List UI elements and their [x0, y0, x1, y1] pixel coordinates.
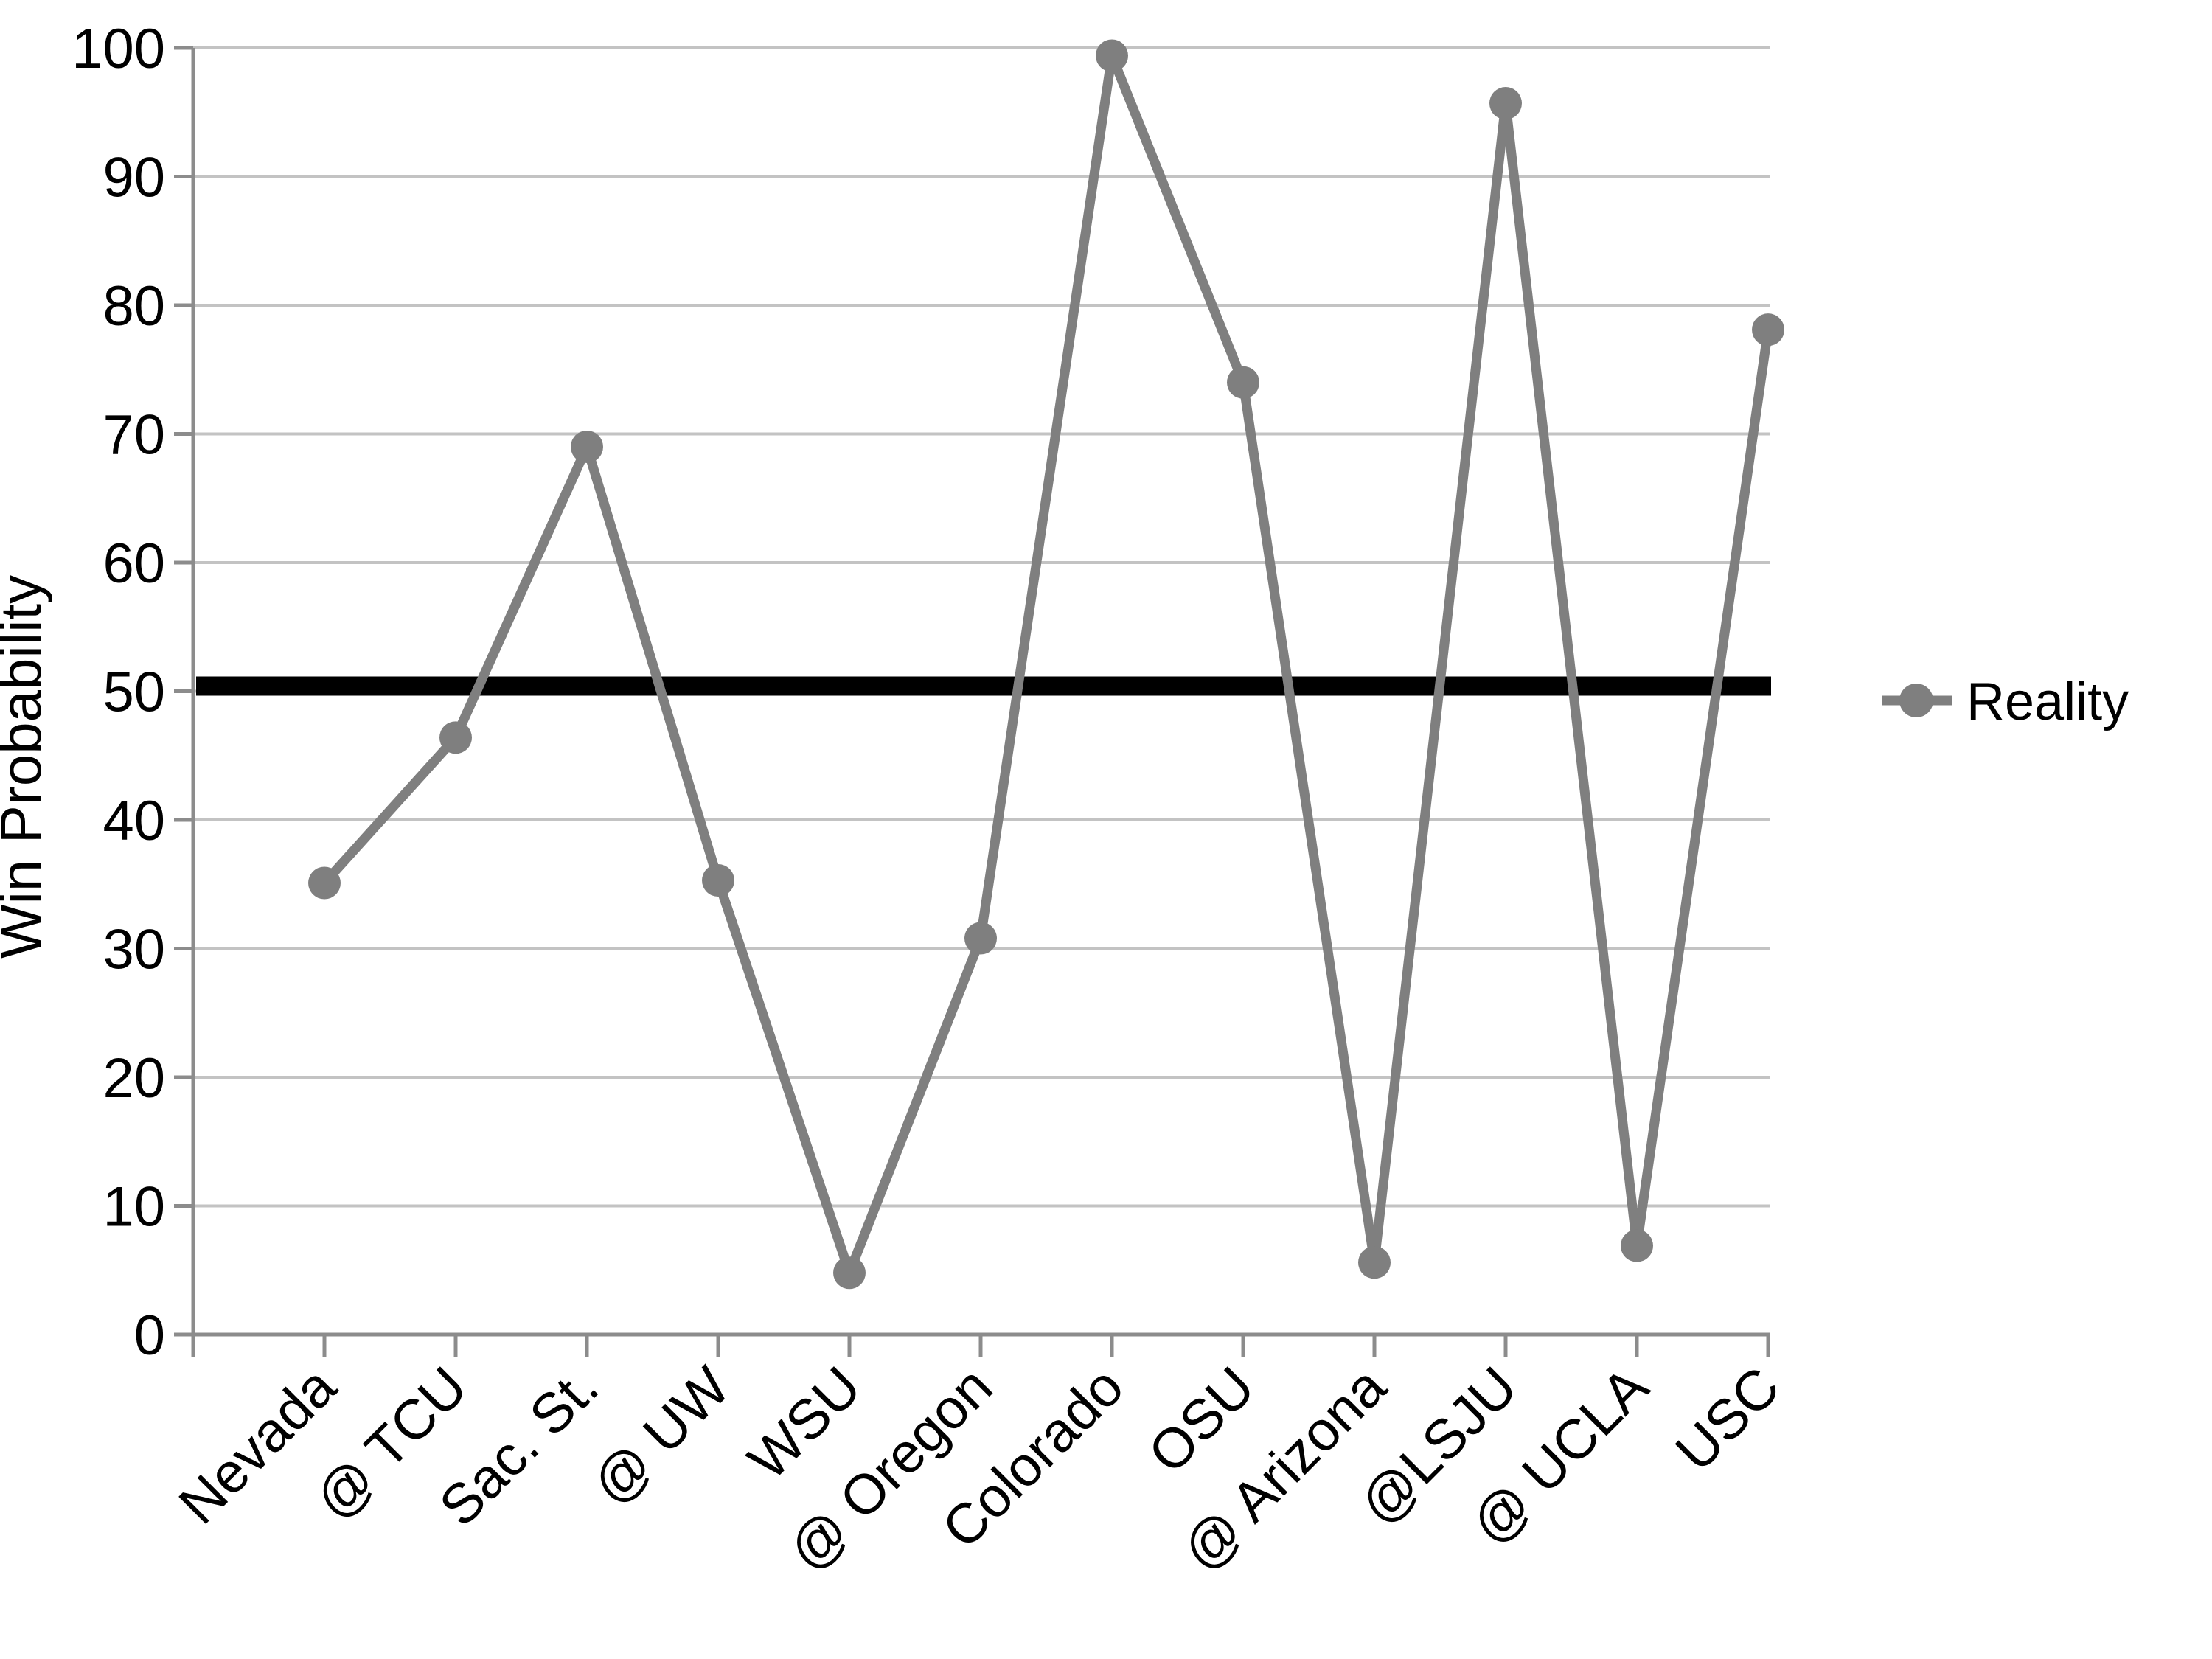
data-point-marker-7	[1096, 39, 1128, 72]
data-point-marker-3	[571, 430, 603, 463]
y-tick-label-10: 10	[102, 1176, 165, 1239]
x-axis-label-12: USC	[1663, 1355, 1792, 1484]
y-tick-label-0: 0	[134, 1304, 165, 1367]
data-point-marker-8	[1227, 366, 1259, 399]
x-axis-label-4: @ UW	[580, 1355, 742, 1517]
y-tick-label-50: 50	[102, 661, 165, 724]
data-point-marker-11	[1621, 1229, 1653, 1262]
y-tick-label-100: 100	[72, 18, 165, 80]
data-point-marker-12	[1752, 313, 1784, 347]
legend-marker-icon	[1899, 684, 1933, 717]
legend-label: Reality	[1966, 672, 2129, 731]
legend: Reality	[1882, 672, 2129, 731]
series-line-reality	[321, 50, 1773, 1278]
x-axis-label-1: Nevada	[167, 1354, 349, 1536]
gridlines	[193, 46, 1770, 1208]
y-tick-label-20: 20	[102, 1047, 165, 1110]
y-tick-label-30: 30	[102, 919, 165, 981]
axes	[174, 46, 1770, 1357]
data-point-marker-10	[1489, 87, 1522, 120]
data-point-marker-9	[1358, 1246, 1391, 1279]
data-point-marker-4	[702, 864, 734, 897]
y-tick-label-70: 70	[102, 404, 165, 467]
y-axis-title: Win Probability	[0, 575, 53, 959]
data-point-marker-2	[439, 721, 472, 754]
y-tick-label-40: 40	[102, 790, 165, 852]
y-tick-label-60: 60	[102, 532, 165, 595]
data-point-marker-1	[308, 866, 341, 900]
y-tick-label-80: 80	[102, 275, 165, 338]
marker-group	[308, 39, 1784, 1290]
series-group	[321, 50, 1773, 1278]
y-tick-labels: 0 10 20 30 40 50 60 70 80 90 100	[72, 18, 165, 1367]
data-point-marker-6	[964, 922, 997, 955]
data-point-marker-5	[833, 1256, 866, 1290]
y-tick-label-90: 90	[102, 147, 165, 209]
